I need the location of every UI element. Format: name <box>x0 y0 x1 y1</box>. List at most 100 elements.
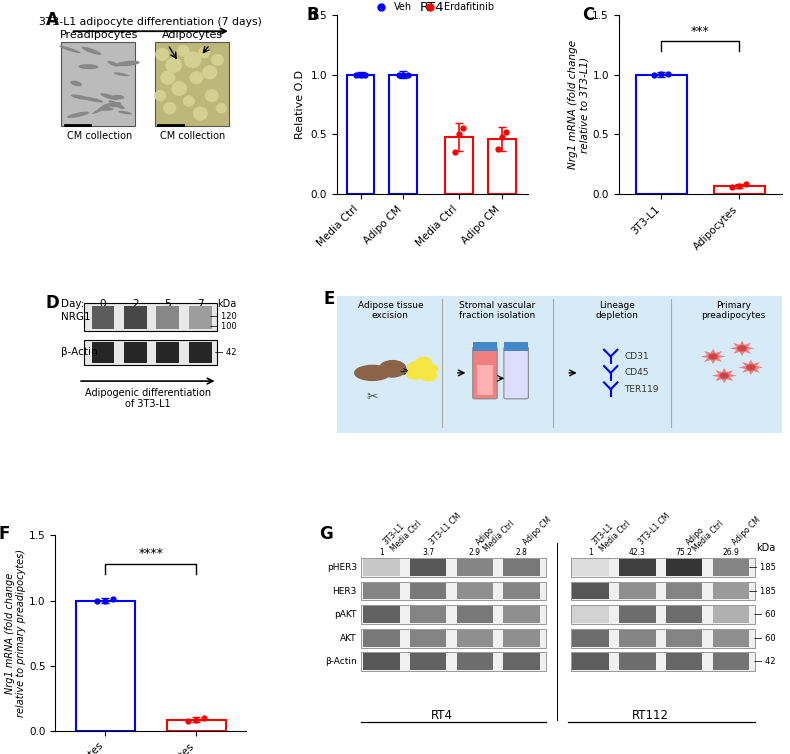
Ellipse shape <box>108 100 125 109</box>
Text: Day:: Day: <box>61 299 85 309</box>
Bar <box>713 606 749 623</box>
Bar <box>124 342 147 363</box>
Ellipse shape <box>100 103 111 110</box>
Bar <box>410 559 446 576</box>
Bar <box>92 306 115 329</box>
Ellipse shape <box>114 72 129 76</box>
Bar <box>570 629 755 648</box>
Ellipse shape <box>107 61 119 66</box>
Ellipse shape <box>355 366 390 381</box>
Text: — 60: — 60 <box>754 610 776 619</box>
Bar <box>713 630 749 646</box>
Bar <box>363 583 400 599</box>
Text: RT112: RT112 <box>632 709 669 722</box>
Ellipse shape <box>118 111 132 115</box>
Text: Stromal vascular
fraction isolation: Stromal vascular fraction isolation <box>459 301 536 320</box>
Text: — 120: — 120 <box>210 312 236 321</box>
Ellipse shape <box>98 107 114 111</box>
Text: 3T3-L1 adipocyte differentiation (7 days): 3T3-L1 adipocyte differentiation (7 days… <box>40 17 262 27</box>
Circle shape <box>190 72 203 84</box>
Text: 5: 5 <box>164 299 171 309</box>
Circle shape <box>406 369 423 379</box>
FancyBboxPatch shape <box>504 347 529 399</box>
Ellipse shape <box>92 103 111 114</box>
Bar <box>636 75 687 195</box>
Text: 7: 7 <box>197 299 204 309</box>
Circle shape <box>183 96 194 106</box>
Text: kDa: kDa <box>217 299 236 309</box>
Bar <box>503 606 540 623</box>
Bar <box>92 342 115 363</box>
Text: — 185: — 185 <box>749 587 776 596</box>
Circle shape <box>379 360 406 377</box>
Circle shape <box>720 373 728 378</box>
Circle shape <box>419 370 437 381</box>
Text: 3T3-L1
Media Ctrl: 3T3-L1 Media Ctrl <box>382 512 423 554</box>
Bar <box>189 342 212 363</box>
Bar <box>504 342 529 351</box>
Bar <box>714 185 765 195</box>
Text: — 185: — 185 <box>749 563 776 572</box>
Text: — 42: — 42 <box>754 657 776 667</box>
Text: Preadipocytes: Preadipocytes <box>60 30 138 40</box>
Text: ****: **** <box>138 547 164 560</box>
Bar <box>457 654 493 670</box>
Text: Adipo
Media Ctrl: Adipo Media Ctrl <box>475 512 517 554</box>
Polygon shape <box>701 349 725 364</box>
Bar <box>363 630 400 646</box>
Polygon shape <box>712 368 737 383</box>
Ellipse shape <box>78 64 99 69</box>
Text: RT4: RT4 <box>431 709 453 722</box>
Text: ✂: ✂ <box>367 391 378 404</box>
Bar <box>573 583 609 599</box>
Bar <box>619 654 656 670</box>
Circle shape <box>193 107 208 121</box>
Bar <box>713 559 749 576</box>
Bar <box>410 583 446 599</box>
Circle shape <box>177 45 190 57</box>
Circle shape <box>155 90 166 101</box>
Bar <box>363 606 400 623</box>
Text: F: F <box>0 526 9 544</box>
Bar <box>155 42 229 126</box>
Circle shape <box>171 81 187 96</box>
Bar <box>666 630 702 646</box>
Text: β-Actin: β-Actin <box>61 348 98 357</box>
Circle shape <box>166 58 182 72</box>
Bar <box>570 605 755 624</box>
Circle shape <box>709 354 717 359</box>
Bar <box>619 606 656 623</box>
Text: Adipocytes: Adipocytes <box>162 30 224 40</box>
Text: Adipose tissue
excision: Adipose tissue excision <box>358 301 423 320</box>
Bar <box>361 558 546 577</box>
Bar <box>713 654 749 670</box>
Bar <box>61 42 135 126</box>
Text: — 42: — 42 <box>215 348 236 357</box>
Bar <box>573 606 609 623</box>
Bar <box>189 306 212 329</box>
Bar <box>666 583 702 599</box>
Bar <box>666 559 702 576</box>
Circle shape <box>164 103 176 114</box>
Bar <box>570 652 755 671</box>
Bar <box>570 582 755 600</box>
Legend: Veh, Erdafitinib: Veh, Erdafitinib <box>367 0 498 17</box>
Ellipse shape <box>111 95 124 100</box>
Text: CD31: CD31 <box>624 352 649 361</box>
Bar <box>503 583 540 599</box>
Bar <box>84 340 217 365</box>
Bar <box>156 306 179 329</box>
Bar <box>347 75 374 195</box>
Ellipse shape <box>71 94 88 100</box>
Circle shape <box>156 48 169 61</box>
Text: A: A <box>46 11 58 29</box>
Text: Adipogenic differentiation
of 3T3-L1: Adipogenic differentiation of 3T3-L1 <box>85 388 211 409</box>
Circle shape <box>212 54 224 66</box>
Text: CM collection: CM collection <box>160 131 225 142</box>
Bar <box>457 559 493 576</box>
Text: CM collection: CM collection <box>66 131 132 142</box>
Circle shape <box>747 365 755 370</box>
Y-axis label: Relative O.D: Relative O.D <box>295 70 305 139</box>
Text: 42.3: 42.3 <box>629 548 646 557</box>
Ellipse shape <box>81 47 101 55</box>
